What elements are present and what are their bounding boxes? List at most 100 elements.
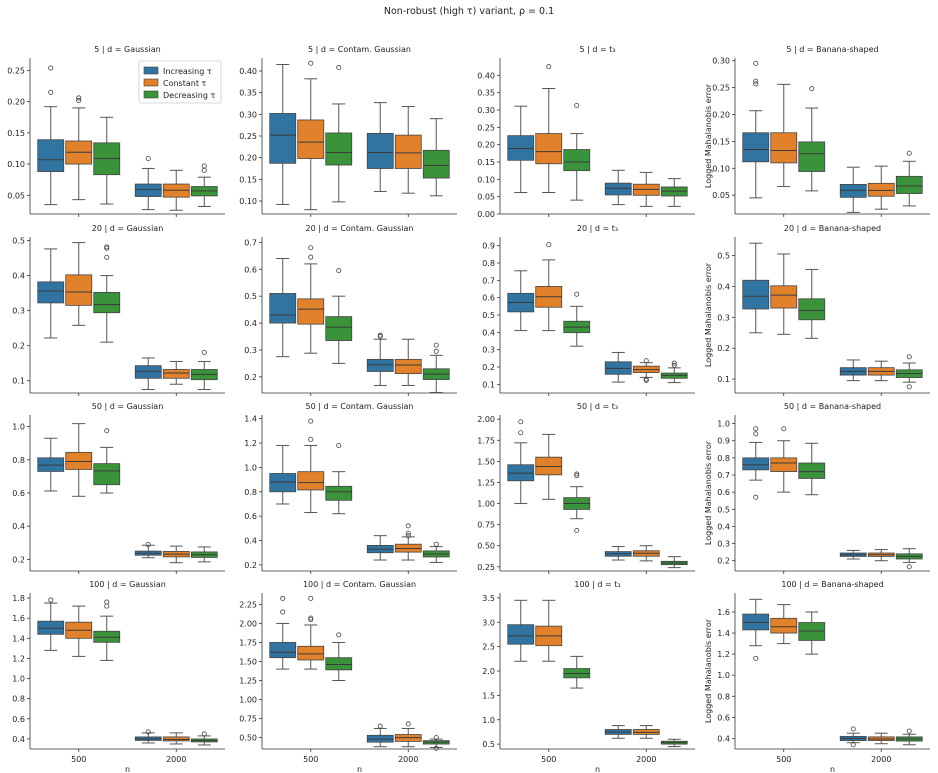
outlier-point: [48, 89, 54, 95]
box-2000-series-0: [604, 351, 632, 383]
outlier-point: [753, 60, 759, 66]
box-500-series-0: [507, 599, 535, 662]
box-2000-series-2: [422, 735, 450, 751]
y-tick-label: 0.10: [712, 164, 730, 173]
box-iqr: [742, 279, 770, 310]
box-2000-series-2: [660, 360, 688, 384]
outlier-point: [753, 655, 759, 661]
y-tick-label: 0.6: [717, 713, 730, 722]
outlier-point: [280, 595, 286, 601]
box-iqr: [742, 457, 770, 471]
box-500-series-1: [297, 60, 325, 211]
y-tick-label: 1.50: [477, 457, 495, 466]
box-iqr: [325, 316, 353, 341]
box-2000-series-1: [632, 725, 660, 739]
y-tick-label: 0.05: [7, 191, 25, 200]
y-tick-label: 0.8: [717, 454, 730, 463]
box-500-series-0: [507, 105, 535, 194]
outlier-point: [753, 78, 759, 84]
box-2000-series-2: [190, 731, 218, 746]
legend-swatch: [143, 90, 159, 99]
y-tick-label: 0.20: [477, 141, 495, 150]
box-iqr: [93, 291, 121, 314]
y-tick-label: 0.6: [482, 294, 495, 303]
panel: 20 | d = t₃ 0.1 0.2 0.3 0.4 0.5 0.6 0.7 0.8 0.9: [482, 224, 695, 396]
box-iqr: [325, 485, 353, 501]
box-500-series-0: [742, 242, 770, 334]
y-tick-label: 0.10: [7, 160, 25, 169]
box-iqr: [37, 620, 65, 635]
panel: 20 | d = Banana-shaped 0.1 0.2 0.3 0.4 0.5 Log…: [704, 224, 930, 396]
box-2000-series-2: [660, 178, 688, 207]
y-tick-label: 0.9: [482, 242, 495, 251]
outlier-point: [405, 721, 411, 727]
x-tick-label: 500: [71, 755, 86, 764]
box-500-series-2: [93, 116, 121, 205]
panel-title: 5 | d = Contam. Gaussian: [308, 45, 411, 54]
box-2000-series-0: [134, 357, 162, 390]
y-tick-label: 0.4: [244, 319, 257, 328]
box-500-series-2: [325, 268, 353, 364]
y-tick-label: 0.5: [717, 252, 730, 261]
box-iqr: [798, 298, 826, 321]
y-tick-label: 0.8: [12, 456, 25, 465]
box-500-series-1: [297, 595, 325, 670]
box-iqr: [162, 736, 190, 742]
panel: 100 | d = Gaussian 0.4 0.6 0.8 1.0 1.2 1.4 1.6 1…: [12, 580, 225, 773]
box-iqr: [297, 645, 325, 661]
panel: 100 | d = Banana-shaped 0.4 0.6 0.8 1.0 1.2 1.…: [704, 580, 930, 773]
x-axis-label: n: [357, 765, 362, 773]
y-tick-label: 0.7: [244, 238, 257, 247]
outlier-point: [433, 342, 439, 348]
box-500-series-2: [325, 65, 353, 203]
y-tick-label: 0.2: [244, 373, 257, 382]
box-2000-series-1: [632, 545, 660, 562]
outlier-point: [76, 95, 82, 101]
y-tick-label: 0.20: [7, 98, 25, 107]
box-500-series-1: [535, 433, 563, 500]
box-500-series-2: [563, 291, 591, 347]
legend-swatch: [143, 66, 159, 75]
y-tick-label: 0.5: [482, 740, 495, 749]
y-tick-label: 0.35: [477, 89, 495, 98]
y-tick-label: 0.2: [482, 363, 495, 372]
outlier-point: [377, 723, 383, 729]
box-2000-series-0: [604, 725, 632, 739]
outlier-point: [906, 564, 912, 570]
outlier-point: [906, 728, 912, 734]
y-tick-label: 0.00: [477, 210, 495, 219]
box-2000-series-1: [394, 523, 422, 561]
box-2000-series-0: [366, 102, 394, 192]
y-tick-label: 0.8: [12, 695, 25, 704]
outlier-point: [781, 426, 787, 432]
box-2000-series-0: [839, 726, 867, 748]
y-tick-label: 0.2: [244, 561, 257, 570]
y-tick-label: 0.05: [477, 193, 495, 202]
outlier-point: [753, 494, 759, 500]
y-tick-label: 2.25: [239, 600, 257, 609]
outlier-point: [546, 242, 552, 248]
y-tick-label: 0.2: [717, 557, 730, 566]
outlier-point: [308, 595, 314, 601]
box-iqr: [93, 463, 121, 486]
outlier-point: [906, 150, 912, 156]
panel: 5 | d = t₃ 0.00 0.05 0.10 0.15 0.20 0.25 0.30 0.…: [477, 45, 695, 219]
box-500-series-2: [798, 442, 826, 496]
box-500-series-1: [65, 95, 93, 201]
outlier-point: [405, 533, 411, 539]
panel-title: 100 | d = Gaussian: [89, 580, 166, 589]
y-tick-label: 0.3: [717, 313, 730, 322]
box-500-series-0: [269, 444, 297, 505]
legend-label: Decreasing τ: [163, 91, 216, 100]
y-tick-label: 0.25: [7, 66, 25, 75]
panel-title: 20 | d = Banana-shaped: [784, 224, 881, 233]
box-iqr: [507, 624, 535, 645]
box-iqr: [507, 135, 535, 161]
box-2000-series-0: [134, 729, 162, 744]
y-tick-label: 0.6: [12, 489, 25, 498]
outlier-point: [280, 609, 286, 615]
outlier-point: [405, 530, 411, 536]
panel: 5 | d = Contam. Gaussian 0.10 0.15 0.20 0.25…: [239, 45, 457, 217]
box-2000-series-0: [134, 155, 162, 211]
